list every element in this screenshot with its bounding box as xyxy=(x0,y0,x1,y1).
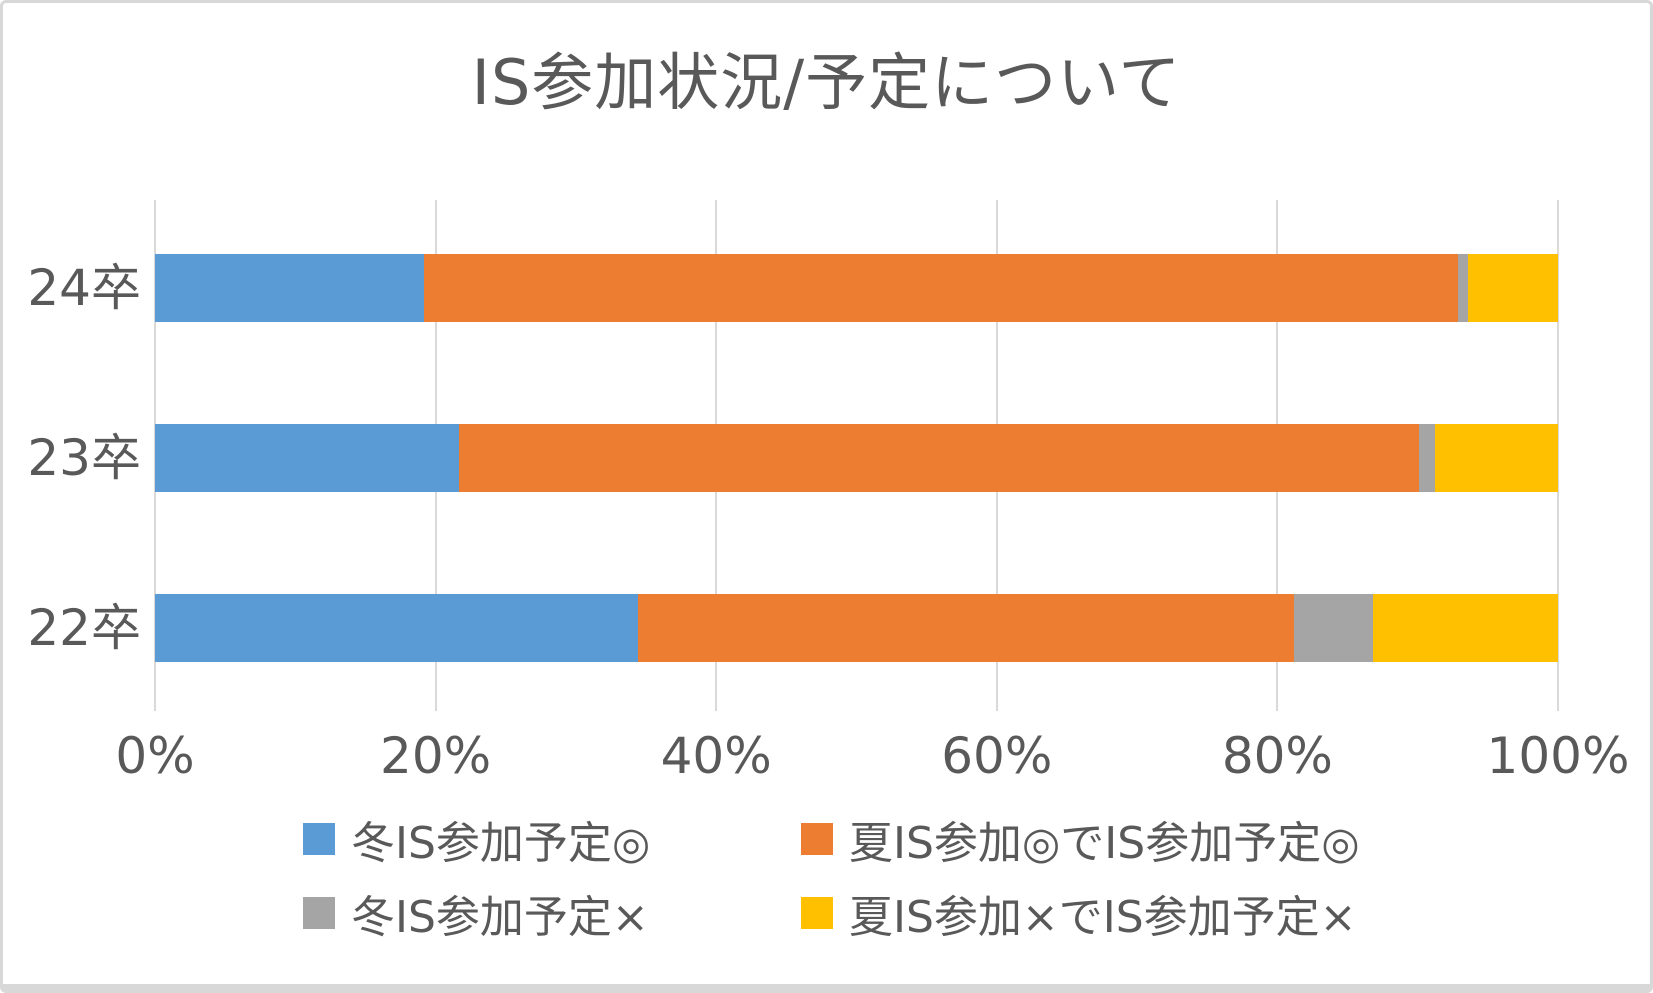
bar-segment xyxy=(1419,424,1435,492)
x-axis-tick-label: 80% xyxy=(1221,727,1333,785)
legend: 冬IS参加予定◎ 夏IS参加◎でIS参加予定◎ 冬IS参加予定× 夏IS参加×でIS参… xyxy=(303,811,1360,943)
bar-segment xyxy=(424,254,1459,322)
legend-label: 夏IS参加◎でIS参加予定◎ xyxy=(849,818,1360,869)
bar-segment xyxy=(459,424,1420,492)
bar-segment xyxy=(1294,594,1373,662)
chart-title: IS参加状況/予定について xyxy=(471,46,1182,119)
bar-row-22卒 xyxy=(155,594,1558,662)
legend-swatch-icon xyxy=(303,897,335,929)
legend-label: 冬IS参加予定× xyxy=(351,892,649,943)
x-axis-tick-label: 40% xyxy=(660,727,772,785)
bar-segment xyxy=(155,254,425,322)
bar-segment xyxy=(637,594,1295,662)
bar-segment xyxy=(1434,424,1558,492)
category-label: 23卒 xyxy=(27,429,141,487)
bar-row-23卒 xyxy=(155,424,1558,492)
legend-label: 夏IS参加×でIS参加予定× xyxy=(849,892,1357,943)
legend-entry: 夏IS参加×でIS参加予定× xyxy=(801,885,1360,943)
x-axis-tick-label: 60% xyxy=(941,727,1053,785)
bar-segment xyxy=(155,424,460,492)
bar-segment xyxy=(155,594,638,662)
category-label: 24卒 xyxy=(27,259,141,317)
bar-segment xyxy=(1372,594,1558,662)
bar-segment xyxy=(1468,254,1558,322)
x-axis-tick-label: 20% xyxy=(380,727,492,785)
x-axis-tick-label: 0% xyxy=(115,727,195,785)
plot-area xyxy=(154,200,1559,711)
legend-entry: 冬IS参加予定× xyxy=(303,885,801,943)
legend-swatch-icon xyxy=(801,823,833,855)
bar-row-24卒 xyxy=(155,254,1558,322)
legend-entry: 冬IS参加予定◎ xyxy=(303,811,801,869)
legend-entry: 夏IS参加◎でIS参加予定◎ xyxy=(801,811,1360,869)
legend-swatch-icon xyxy=(303,823,335,855)
category-label: 22卒 xyxy=(27,599,141,657)
x-axis-tick-label: 100% xyxy=(1486,727,1630,785)
legend-swatch-icon xyxy=(801,897,833,929)
bar-segment xyxy=(1458,254,1469,322)
gridline-100% xyxy=(1557,200,1559,711)
legend-label: 冬IS参加予定◎ xyxy=(351,818,651,869)
